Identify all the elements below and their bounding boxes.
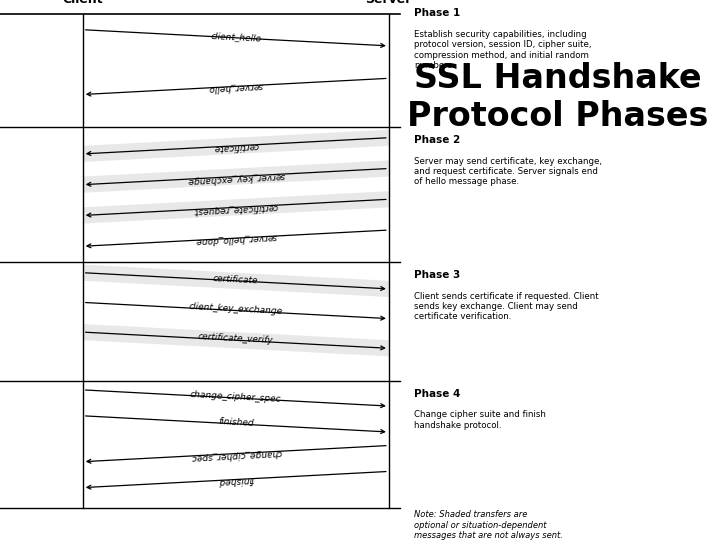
Polygon shape bbox=[83, 160, 389, 193]
Polygon shape bbox=[83, 130, 389, 162]
Text: Phase 4: Phase 4 bbox=[414, 389, 460, 399]
Text: Phase 3: Phase 3 bbox=[414, 270, 460, 280]
Polygon shape bbox=[83, 265, 389, 297]
Text: Phase 1: Phase 1 bbox=[414, 8, 460, 18]
Text: certificate: certificate bbox=[213, 274, 258, 285]
Text: server_hello_done: server_hello_done bbox=[194, 233, 277, 246]
Text: Note: Shaded transfers are
optional or situation-dependent
messages that are not: Note: Shaded transfers are optional or s… bbox=[414, 510, 563, 540]
Text: client_key_exchange: client_key_exchange bbox=[189, 302, 283, 316]
Text: finished: finished bbox=[218, 475, 254, 486]
Text: Change cipher suite and finish
handshake protocol.: Change cipher suite and finish handshake… bbox=[414, 410, 546, 430]
Text: server_key_exchange: server_key_exchange bbox=[186, 171, 285, 185]
Text: certificate: certificate bbox=[213, 141, 258, 153]
Text: server_hello: server_hello bbox=[208, 82, 264, 93]
Text: Phase 2: Phase 2 bbox=[414, 135, 460, 145]
Text: Establish security capabilities, including
protocol version, session ID, cipher : Establish security capabilities, includi… bbox=[414, 30, 592, 70]
Text: change_cipher_spec: change_cipher_spec bbox=[190, 390, 282, 404]
Text: finished: finished bbox=[218, 417, 254, 428]
Text: Client: Client bbox=[63, 0, 103, 6]
Text: certificate_verify: certificate_verify bbox=[198, 333, 274, 346]
Text: Server: Server bbox=[366, 0, 412, 6]
Text: client_hello: client_hello bbox=[210, 31, 261, 43]
Text: change_cipher_spec: change_cipher_spec bbox=[190, 448, 282, 462]
Text: Server may send certificate, key exchange,
and request certificate. Server signa: Server may send certificate, key exchang… bbox=[414, 157, 602, 186]
Polygon shape bbox=[83, 324, 389, 356]
Polygon shape bbox=[83, 191, 389, 224]
Text: Client sends certificate if requested. Client
sends key exchange. Client may sen: Client sends certificate if requested. C… bbox=[414, 292, 598, 321]
Text: SSL Handshake
Protocol Phases: SSL Handshake Protocol Phases bbox=[408, 62, 708, 133]
Text: certificate_request: certificate_request bbox=[194, 202, 278, 215]
